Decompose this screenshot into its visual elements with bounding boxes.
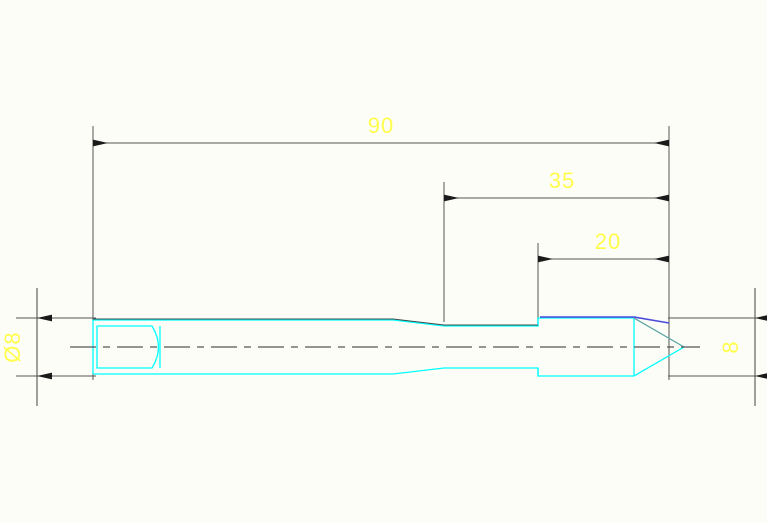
dimension-label-diameter-left: Ø8 <box>0 331 25 362</box>
hidden-edge-top-right <box>540 316 670 324</box>
dimension-label-35: 35 <box>549 168 575 193</box>
dimension-label-diameter-right: 8 <box>718 340 743 353</box>
overlay-tip-chamfer <box>633 317 685 348</box>
profile-top <box>93 317 634 327</box>
part-outline <box>92 317 686 377</box>
dimension-text-group: 90 35 20 Ø8 8 <box>0 113 743 363</box>
hidden-edges <box>540 316 670 324</box>
overlay-taper <box>392 318 538 326</box>
profile-bottom <box>93 367 634 377</box>
outline-overlay <box>93 317 685 348</box>
dimension-label-20: 20 <box>595 229 621 254</box>
dimension-lines <box>36 139 767 406</box>
extension-lines <box>16 126 767 380</box>
dimension-label-90: 90 <box>368 113 394 138</box>
internal-pocket <box>96 325 160 369</box>
